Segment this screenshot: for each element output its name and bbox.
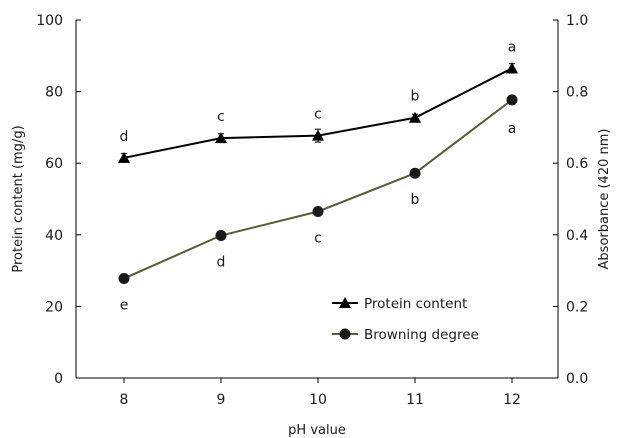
x-tick-label: 11 [406, 392, 424, 408]
right-axis-ticks: 0.0 0.2 0.4 0.6 0.8 1.0 [553, 13, 588, 387]
significance-label: d [120, 129, 129, 145]
series-layer: d c c b a e d c b a [118, 39, 518, 313]
x-tick-label: 8 [120, 392, 129, 408]
left-tick-label: 0 [54, 371, 63, 387]
significance-label: c [314, 231, 322, 247]
right-tick-label: 0.8 [566, 85, 588, 101]
right-tick-label: 0.4 [566, 228, 588, 244]
browning-degree-series: e d c b a [118, 94, 518, 313]
significance-label: d [217, 255, 226, 271]
plot-frame [75, 20, 559, 379]
significance-label: b [411, 89, 420, 105]
triangle-marker [409, 111, 421, 123]
x-tick-label: 9 [217, 392, 226, 408]
left-axis-label: Protein content (mg/g) [11, 125, 26, 272]
significance-label: e [120, 297, 129, 313]
left-tick-label: 80 [45, 85, 63, 101]
significance-label: a [508, 121, 517, 137]
triangle-marker [118, 151, 130, 163]
significance-label: b [411, 192, 420, 208]
right-tick-label: 0.0 [566, 371, 588, 387]
circle-marker [312, 206, 324, 218]
protein-content-series: d c c b a [118, 39, 518, 163]
circle-marker [215, 230, 227, 242]
series-line [123, 99, 513, 280]
left-tick-label: 20 [45, 299, 63, 315]
left-tick-label: 60 [45, 156, 63, 172]
x-tick-label: 10 [309, 392, 327, 408]
right-tick-label: 1.0 [566, 13, 588, 29]
right-tick-label: 0.2 [566, 299, 588, 315]
left-axis-ticks: 0 20 40 60 80 100 [36, 13, 81, 387]
legend-circle-icon [339, 328, 351, 340]
left-tick-label: 100 [36, 13, 63, 29]
legend-triangle-icon [339, 297, 351, 308]
legend-browning-label: Browning degree [364, 327, 479, 343]
significance-label: c [314, 107, 322, 123]
right-tick-label: 0.6 [566, 156, 588, 172]
triangle-marker [215, 132, 227, 144]
triangle-marker [312, 129, 324, 141]
circle-marker [409, 167, 421, 179]
significance-label: a [508, 39, 517, 55]
x-axis-label: pH value [288, 423, 346, 438]
circle-marker [118, 272, 130, 284]
left-tick-label: 40 [45, 228, 63, 244]
x-tick-label: 12 [503, 392, 521, 408]
x-axis-ticks: 8 9 10 11 12 [120, 378, 521, 408]
triangle-marker [506, 62, 518, 74]
legend: Protein content Browning degree [332, 296, 479, 343]
circle-marker [506, 94, 518, 106]
legend-protein-label: Protein content [364, 296, 467, 312]
right-axis-label: Absorbance (420 nm) [597, 129, 612, 270]
significance-label: c [217, 109, 225, 125]
